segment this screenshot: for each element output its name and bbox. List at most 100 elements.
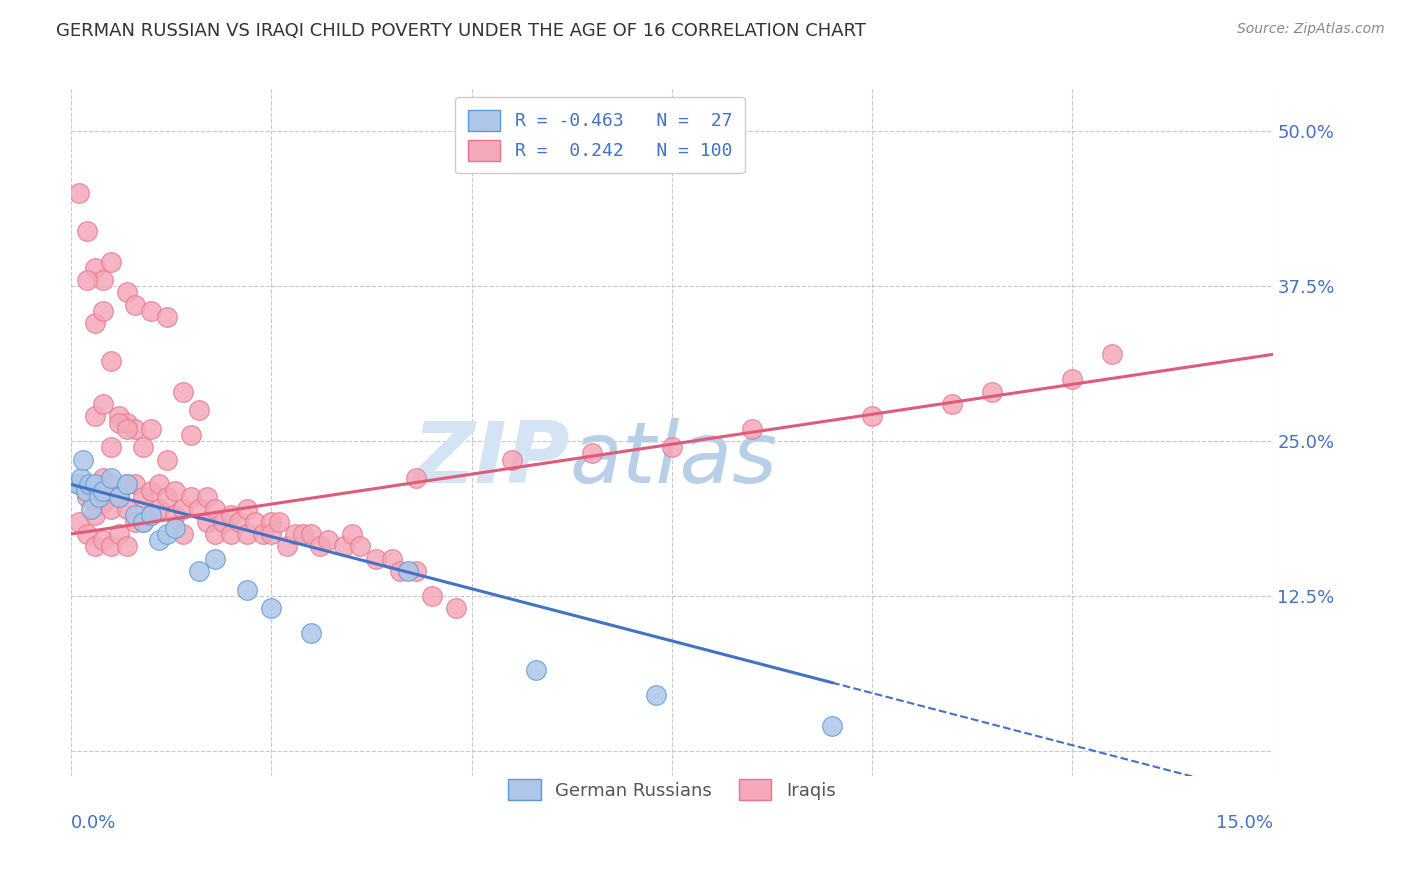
Point [141, 304, 163, 318]
Point [108, 416, 131, 430]
Point [124, 515, 146, 529]
Point [91, 496, 114, 510]
Point [124, 508, 146, 523]
Point [108, 490, 131, 504]
Text: ZIP: ZIP [412, 417, 569, 500]
Point [117, 502, 139, 516]
Point [75, 483, 97, 498]
Point [644, 688, 666, 702]
Point [197, 515, 219, 529]
Point [1062, 372, 1084, 386]
Point [381, 551, 404, 566]
Point [172, 527, 194, 541]
Text: atlas: atlas [569, 417, 778, 500]
Point [117, 477, 139, 491]
Point [204, 551, 226, 566]
Point [269, 515, 291, 529]
Point [108, 490, 131, 504]
Point [364, 551, 387, 566]
Point [84, 483, 107, 498]
Point [91, 533, 114, 548]
Point [100, 353, 122, 368]
Point [70, 471, 93, 485]
Point [180, 428, 202, 442]
Point [236, 527, 259, 541]
Point [156, 490, 179, 504]
Point [741, 422, 763, 436]
Point [67, 477, 90, 491]
Point [221, 508, 243, 523]
Point [84, 260, 107, 275]
Point [501, 452, 523, 467]
Point [204, 502, 226, 516]
Point [1101, 347, 1123, 361]
Point [108, 409, 131, 424]
Point [100, 502, 122, 516]
Point [117, 540, 139, 554]
Point [132, 515, 155, 529]
Point [260, 601, 283, 615]
Point [100, 254, 122, 268]
Point [67, 515, 90, 529]
Point [197, 490, 219, 504]
Point [91, 483, 114, 498]
Point [100, 540, 122, 554]
Point [212, 515, 235, 529]
Point [165, 483, 187, 498]
Point [221, 527, 243, 541]
Point [100, 471, 122, 485]
Point [148, 477, 170, 491]
Point [124, 477, 146, 491]
Point [228, 515, 250, 529]
Point [76, 490, 98, 504]
Point [661, 440, 683, 454]
Legend: German Russians, Iraqis: German Russians, Iraqis [498, 769, 846, 811]
Point [76, 273, 98, 287]
Point [108, 527, 131, 541]
Point [91, 304, 114, 318]
Point [405, 564, 427, 578]
Point [148, 533, 170, 548]
Point [67, 186, 90, 201]
Point [316, 533, 339, 548]
Point [132, 490, 155, 504]
Point [91, 471, 114, 485]
Point [420, 589, 443, 603]
Point [84, 317, 107, 331]
Point [117, 422, 139, 436]
Point [77, 477, 100, 491]
Point [236, 582, 259, 597]
Point [301, 626, 323, 640]
Point [124, 422, 146, 436]
Point [117, 416, 139, 430]
Point [981, 384, 1004, 399]
Point [84, 540, 107, 554]
Point [141, 508, 163, 523]
Point [100, 440, 122, 454]
Point [132, 515, 155, 529]
Point [301, 527, 323, 541]
Point [349, 540, 371, 554]
Point [117, 285, 139, 300]
Point [141, 422, 163, 436]
Point [132, 440, 155, 454]
Point [76, 527, 98, 541]
Point [188, 564, 211, 578]
Point [245, 515, 267, 529]
Point [80, 502, 103, 516]
Text: Source: ZipAtlas.com: Source: ZipAtlas.com [1237, 22, 1385, 37]
Point [156, 452, 179, 467]
Point [260, 527, 283, 541]
Point [117, 477, 139, 491]
Point [340, 527, 363, 541]
Text: GERMAN RUSSIAN VS IRAQI CHILD POVERTY UNDER THE AGE OF 16 CORRELATION CHART: GERMAN RUSSIAN VS IRAQI CHILD POVERTY UN… [56, 22, 866, 40]
Point [388, 564, 411, 578]
Point [236, 502, 259, 516]
Point [252, 527, 274, 541]
Point [188, 502, 211, 516]
Point [405, 471, 427, 485]
Point [172, 502, 194, 516]
Point [444, 601, 467, 615]
Point [91, 397, 114, 411]
Point [204, 527, 226, 541]
